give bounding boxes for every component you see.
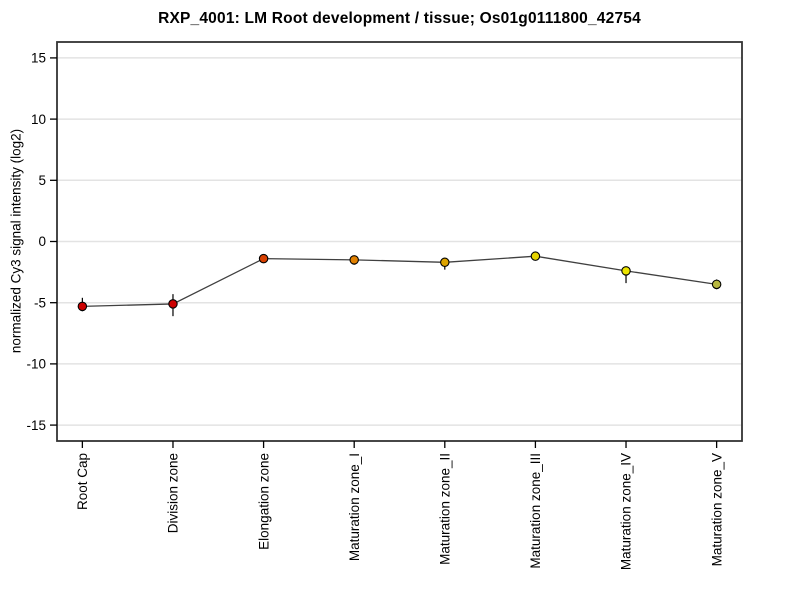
data-point [621, 266, 631, 276]
data-point [440, 257, 450, 268]
x-tick-label: Division zone [166, 453, 181, 533]
data-point [258, 253, 269, 264]
x-tick-label: Elongation zone [256, 453, 271, 550]
data-point [711, 279, 722, 290]
data-point [530, 251, 541, 261]
series-line [82, 255, 717, 308]
y-tick-label: 15 [31, 51, 46, 66]
x-tick-label: Maturation zone_I [347, 453, 362, 561]
y-tick-label: 0 [38, 234, 46, 249]
x-tick-label: Maturation zone_III [528, 453, 543, 569]
x-tick-label: Maturation zone_IV [619, 453, 634, 570]
x-tick-label: Maturation zone_V [709, 453, 724, 566]
y-tick-label: 10 [31, 112, 46, 127]
chart-title: RXP_4001: LM Root development / tissue; … [158, 10, 641, 27]
x-tick-label: Root Cap [75, 453, 90, 510]
y-tick-label: 5 [38, 173, 46, 188]
data-point [349, 255, 359, 265]
y-tick-label: -5 [34, 295, 46, 310]
y-tick-label: -10 [26, 357, 46, 372]
data-point [168, 299, 178, 309]
y-tick-label: -15 [26, 418, 46, 433]
data-point [77, 301, 88, 312]
x-tick-label: Maturation zone_II [438, 453, 453, 565]
